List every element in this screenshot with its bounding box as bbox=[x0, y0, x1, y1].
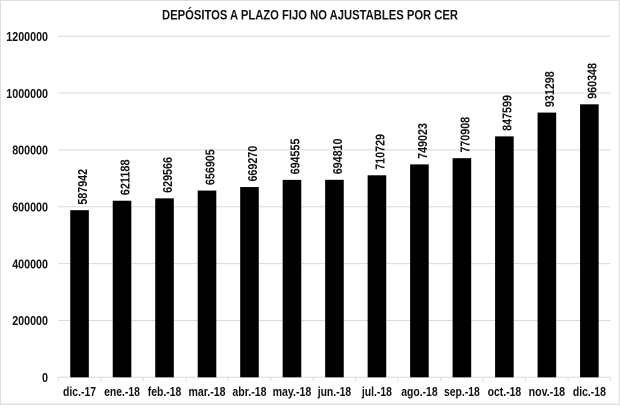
svg-text:749023: 749023 bbox=[415, 123, 430, 159]
svg-text:nov.-18: nov.-18 bbox=[529, 384, 565, 399]
svg-text:mar.-18: mar.-18 bbox=[189, 384, 226, 399]
svg-text:710729: 710729 bbox=[372, 134, 387, 170]
svg-text:sep.-18: sep.-18 bbox=[444, 384, 480, 399]
svg-text:DEPÓSITOS A PLAZO FIJO NO AJUS: DEPÓSITOS A PLAZO FIJO NO AJUSTABLES POR… bbox=[162, 8, 458, 23]
svg-text:1200000: 1200000 bbox=[6, 29, 48, 44]
svg-text:ago.-18: ago.-18 bbox=[401, 384, 437, 399]
svg-text:770908: 770908 bbox=[457, 117, 472, 153]
svg-text:656905: 656905 bbox=[202, 149, 217, 185]
svg-text:847599: 847599 bbox=[500, 95, 515, 131]
svg-text:400000: 400000 bbox=[12, 256, 48, 271]
svg-text:587942: 587942 bbox=[75, 169, 90, 205]
svg-text:694810: 694810 bbox=[330, 139, 345, 175]
svg-text:600000: 600000 bbox=[12, 200, 48, 215]
svg-text:dic.-18: dic.-18 bbox=[573, 384, 606, 399]
svg-text:1000000: 1000000 bbox=[6, 86, 48, 101]
svg-text:694555: 694555 bbox=[287, 139, 302, 175]
svg-text:jul.-18: jul.-18 bbox=[361, 384, 392, 399]
svg-text:669270: 669270 bbox=[245, 146, 260, 182]
svg-text:ene.-18: ene.-18 bbox=[104, 384, 140, 399]
svg-text:abr.-18: abr.-18 bbox=[232, 384, 266, 399]
svg-text:931298: 931298 bbox=[542, 71, 557, 107]
svg-text:feb.-18: feb.-18 bbox=[148, 384, 182, 399]
svg-text:629566: 629566 bbox=[160, 157, 175, 193]
svg-text:621188: 621188 bbox=[117, 159, 132, 195]
svg-text:may.-18: may.-18 bbox=[273, 384, 312, 399]
svg-text:800000: 800000 bbox=[12, 143, 48, 158]
svg-text:jun.-18: jun.-18 bbox=[317, 384, 351, 399]
svg-text:960348: 960348 bbox=[585, 63, 600, 99]
svg-text:dic.-17: dic.-17 bbox=[63, 384, 96, 399]
svg-text:200000: 200000 bbox=[12, 313, 48, 328]
svg-text:0: 0 bbox=[42, 370, 48, 385]
svg-text:oct.-18: oct.-18 bbox=[488, 384, 522, 399]
